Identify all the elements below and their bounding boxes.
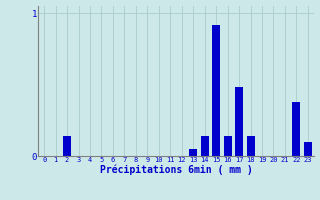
Bar [224, 136, 232, 156]
Bar [235, 87, 243, 156]
X-axis label: Précipitations 6min ( mm ): Précipitations 6min ( mm ) [100, 165, 252, 175]
Bar [189, 149, 197, 156]
Bar [292, 102, 300, 156]
Bar [63, 136, 71, 156]
Bar [201, 136, 209, 156]
Bar [246, 136, 254, 156]
Bar [304, 142, 312, 156]
Bar [212, 25, 220, 156]
